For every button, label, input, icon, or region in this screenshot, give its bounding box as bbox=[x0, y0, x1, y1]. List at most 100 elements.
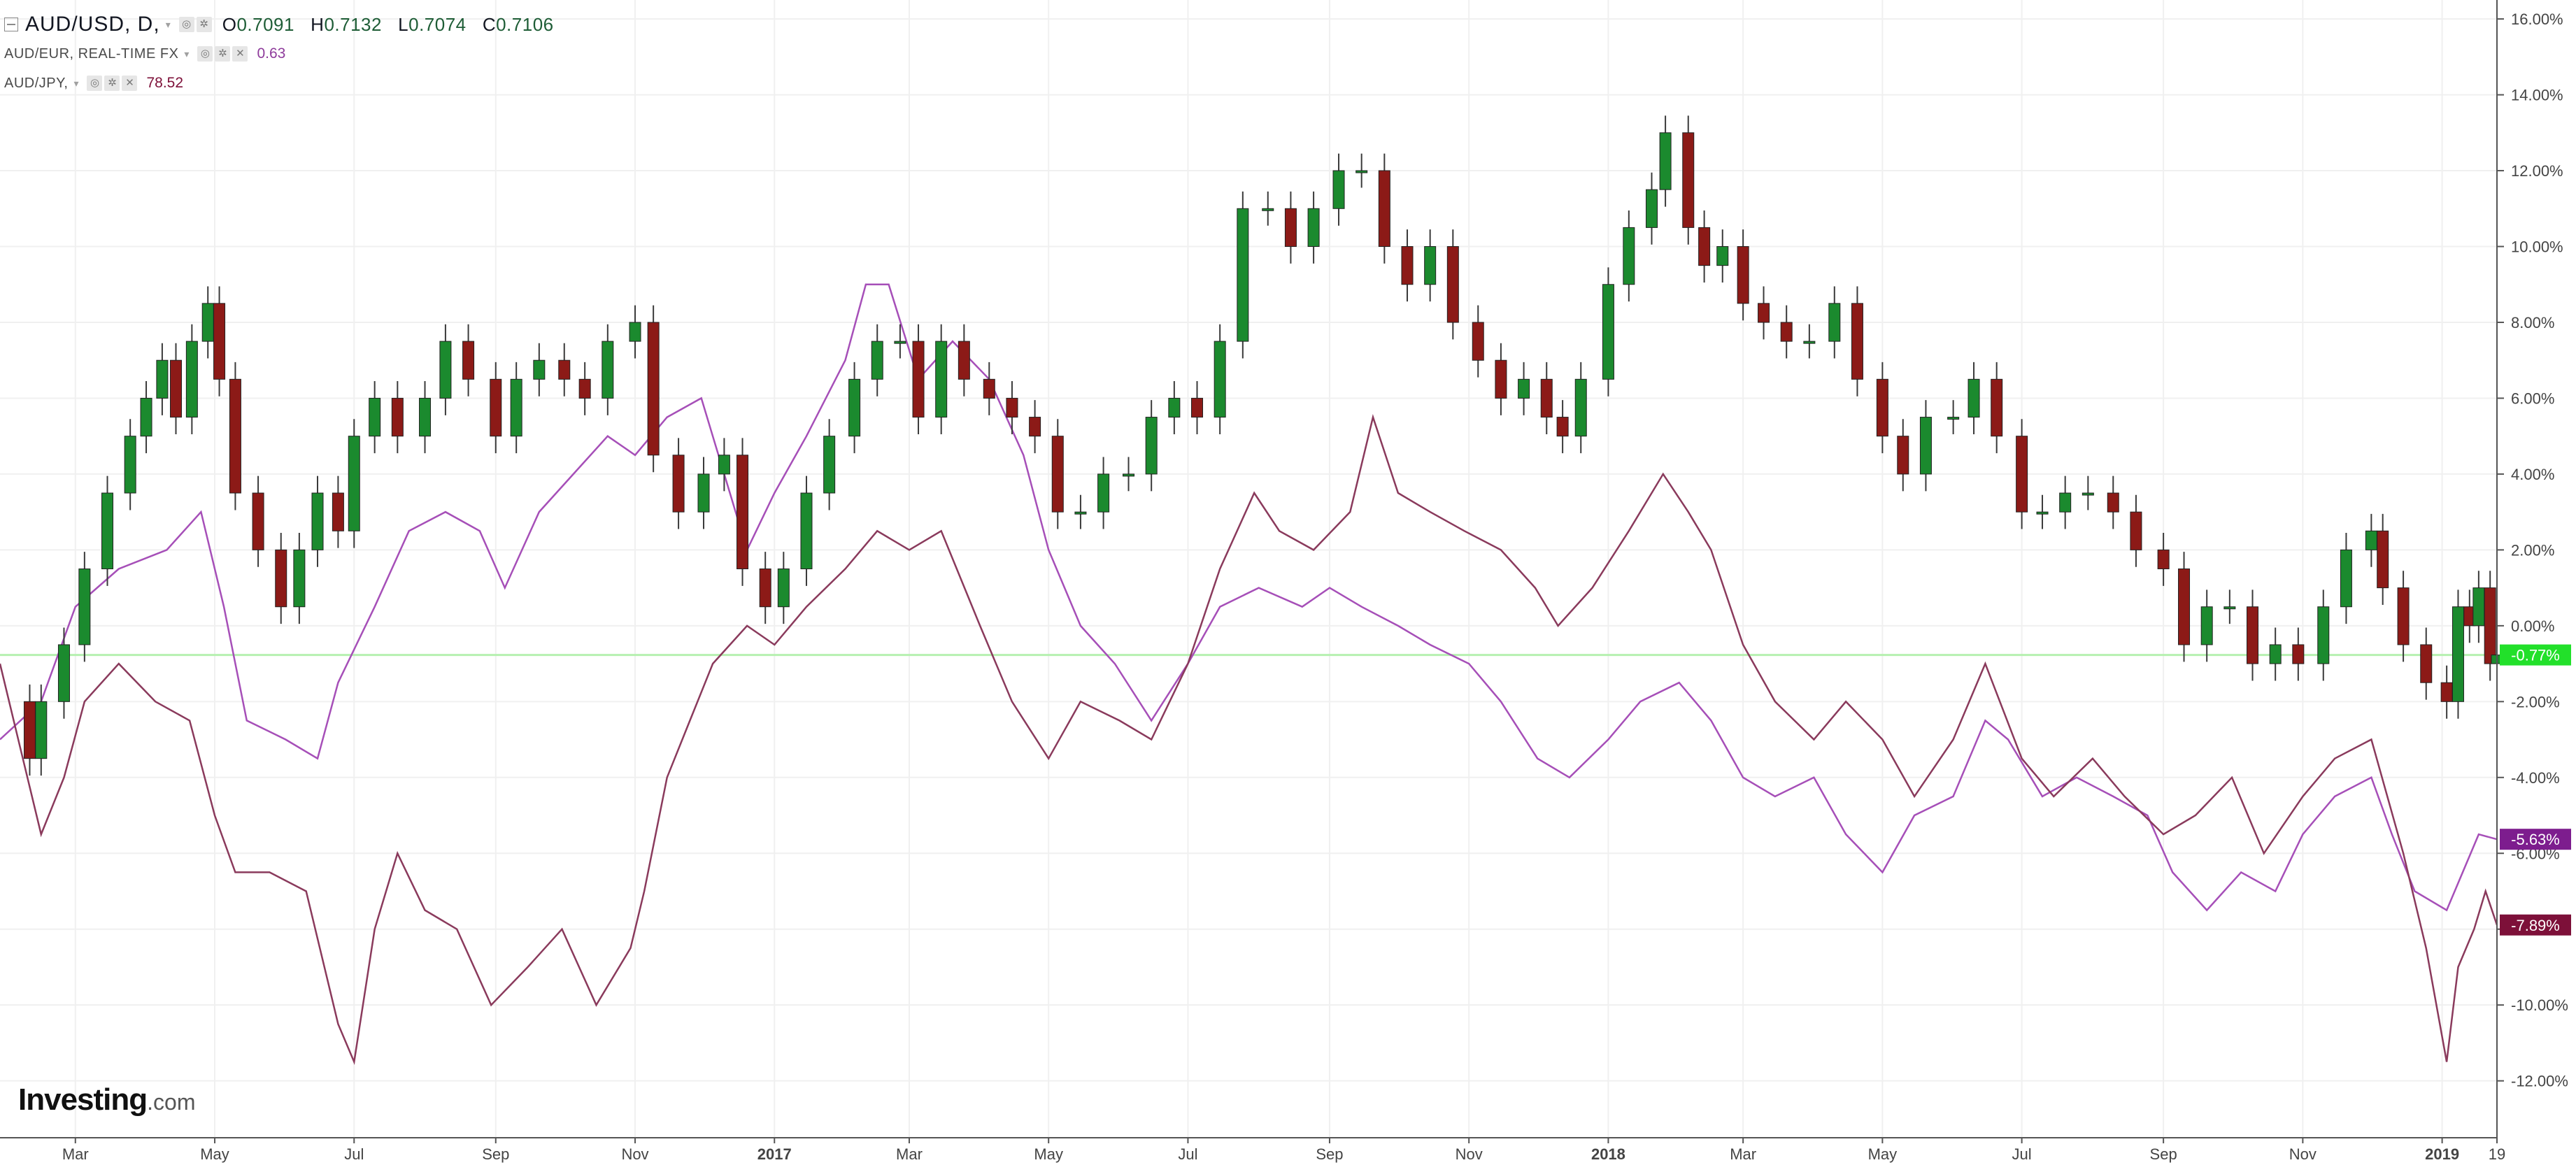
gear-icon[interactable]: ✲ bbox=[215, 46, 231, 62]
candle-body bbox=[1574, 378, 1587, 437]
gear-icon[interactable]: ✲ bbox=[196, 17, 212, 32]
y-tick-label: 8.00% bbox=[2511, 314, 2554, 331]
candle-body bbox=[958, 341, 970, 380]
candle-body bbox=[1262, 208, 1274, 211]
candle-body bbox=[35, 701, 48, 759]
y-tick-label: -10.00% bbox=[2511, 996, 2568, 1014]
aud-jpy-value: 78.52 bbox=[146, 75, 184, 91]
candle-body bbox=[2016, 436, 2028, 513]
candle-body bbox=[736, 455, 749, 569]
candle-body bbox=[201, 303, 214, 342]
candle-body bbox=[1191, 397, 1204, 418]
candle-body bbox=[1682, 132, 1695, 228]
candle-body bbox=[1645, 189, 1658, 228]
candle-body bbox=[252, 492, 264, 550]
comparison-series bbox=[0, 283, 2498, 1066]
candle-body bbox=[1876, 378, 1888, 437]
y-tick-label: 10.00% bbox=[2511, 238, 2563, 256]
legend-row-main: AUD/USD, D, ▾ ◎ ✲ O0.7091 H0.7132 L0.707… bbox=[4, 10, 554, 39]
candle-body bbox=[439, 341, 452, 399]
aud-eur-line bbox=[0, 283, 2498, 912]
collapse-icon[interactable] bbox=[4, 17, 18, 31]
candle-body bbox=[2452, 606, 2464, 702]
candle-body bbox=[1332, 170, 1345, 209]
candle-body bbox=[1097, 473, 1110, 513]
y-tick-label: 2.00% bbox=[2511, 541, 2554, 559]
candle-body bbox=[2223, 606, 2236, 610]
candle-body bbox=[1472, 322, 1484, 361]
candle-body bbox=[1355, 170, 1368, 173]
candle-body bbox=[2472, 587, 2485, 627]
candle-body bbox=[1919, 417, 1932, 475]
candle-body bbox=[1401, 246, 1414, 285]
main-symbol[interactable]: AUD/USD, D, bbox=[25, 13, 160, 36]
candle-body bbox=[369, 397, 381, 437]
candle-body bbox=[1123, 473, 1135, 477]
logo-brand: Investing bbox=[18, 1082, 148, 1117]
candle-body bbox=[1851, 303, 1863, 380]
candle-body bbox=[348, 436, 360, 531]
high-value: 0.7132 bbox=[324, 13, 382, 35]
chevron-down-icon[interactable]: ▾ bbox=[165, 18, 171, 30]
eye-icon[interactable]: ◎ bbox=[178, 17, 194, 32]
eye-icon[interactable]: ◎ bbox=[87, 76, 103, 91]
x-tick-label: Nov bbox=[621, 1145, 648, 1163]
eye-icon[interactable]: ◎ bbox=[197, 46, 213, 62]
candle-body bbox=[1602, 284, 1614, 380]
aud-eur-symbol[interactable]: AUD/EUR, REAL-TIME FX bbox=[4, 45, 179, 62]
candle-body bbox=[800, 492, 813, 569]
candle-body bbox=[462, 341, 475, 380]
candle-body bbox=[672, 455, 685, 513]
x-tick-label: 2018 bbox=[1591, 1145, 1625, 1163]
candle-body bbox=[140, 397, 152, 437]
candle-body bbox=[647, 322, 660, 456]
y-tick-label: -4.00% bbox=[2511, 769, 2560, 787]
y-tick-label: 14.00% bbox=[2511, 87, 2563, 104]
candle-body bbox=[2420, 644, 2433, 683]
close-icon[interactable]: ✕ bbox=[122, 76, 138, 91]
candle-body bbox=[1947, 417, 1960, 420]
candle-body bbox=[185, 341, 198, 418]
candle-body bbox=[871, 341, 883, 380]
aud-jpy-symbol[interactable]: AUD/JPY, bbox=[4, 75, 69, 91]
legend: AUD/USD, D, ▾ ◎ ✲ O0.7091 H0.7132 L0.707… bbox=[4, 10, 554, 98]
candle-body bbox=[1716, 246, 1729, 266]
candle-body bbox=[718, 455, 730, 475]
x-tick-label: Jul bbox=[2012, 1145, 2032, 1163]
candle-body bbox=[602, 341, 614, 399]
candle-body bbox=[759, 569, 771, 608]
candle-body bbox=[1051, 436, 1064, 513]
chevron-down-icon[interactable]: ▾ bbox=[184, 48, 190, 59]
candle-body bbox=[1991, 378, 2003, 437]
high-label: H bbox=[311, 13, 325, 35]
candle-body bbox=[2484, 587, 2496, 664]
candle-body bbox=[1029, 417, 1041, 437]
gear-icon[interactable]: ✲ bbox=[104, 76, 120, 91]
x-tick-label: Nov bbox=[1456, 1145, 1483, 1163]
candle-body bbox=[1284, 208, 1297, 248]
close-value: 0.7106 bbox=[496, 13, 554, 35]
candle-body bbox=[2317, 606, 2330, 664]
candle-body bbox=[777, 569, 790, 608]
close-icon[interactable]: ✕ bbox=[232, 46, 248, 62]
x-tick-label: Sep bbox=[482, 1145, 509, 1163]
x-tick-label: May bbox=[1034, 1145, 1063, 1163]
candle-body bbox=[1006, 397, 1018, 418]
candle-body bbox=[983, 378, 995, 399]
open-label: O bbox=[222, 13, 237, 35]
chevron-down-icon[interactable]: ▾ bbox=[73, 77, 79, 89]
candle-body bbox=[1737, 246, 1749, 304]
x-tick-label: Mar bbox=[896, 1145, 923, 1163]
candle-body bbox=[1074, 511, 1087, 515]
candle-body bbox=[332, 492, 344, 531]
candle-body bbox=[1168, 397, 1181, 418]
candle-body bbox=[2440, 682, 2453, 702]
candle-body bbox=[78, 569, 91, 645]
candle-body bbox=[2247, 606, 2259, 664]
candle-body bbox=[1897, 436, 1909, 475]
candle-body bbox=[275, 549, 287, 608]
candle-body bbox=[697, 473, 710, 513]
price-badges: -0.77% -5.63% -7.89% bbox=[2500, 644, 2571, 936]
